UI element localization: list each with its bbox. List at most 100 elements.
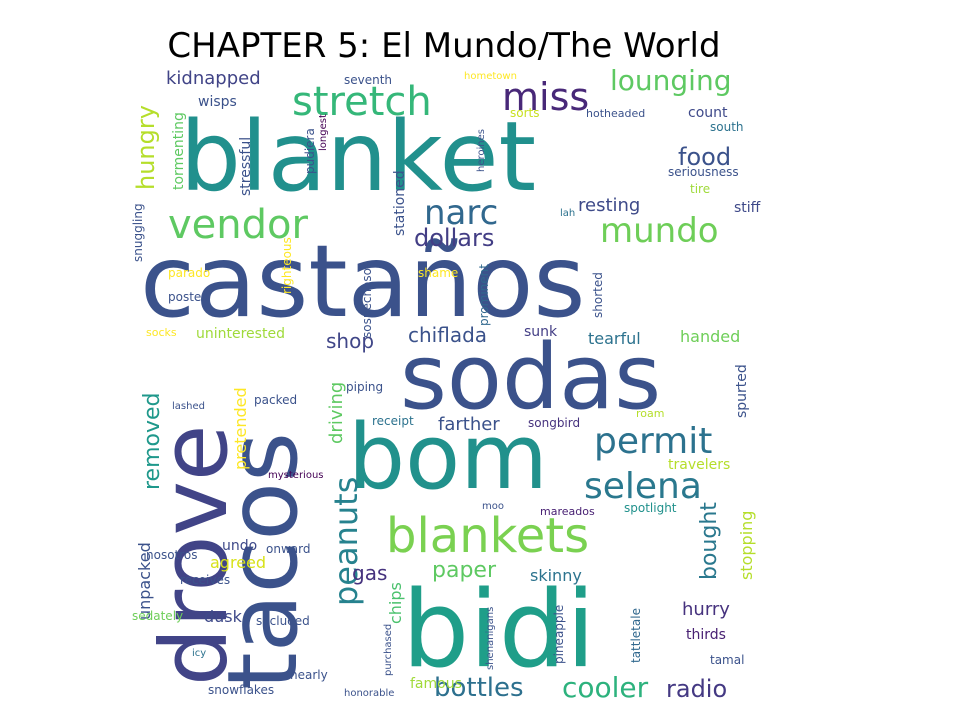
word-pudiera: pudiera [303,128,317,174]
word-songbird: songbird [528,416,580,430]
word-blanket: blanket [180,101,536,213]
word-dusk: dusk [204,607,243,626]
word-resting: resting [578,195,640,216]
word-tearful: tearful [588,329,641,348]
word-chiflada: chiflada [408,323,487,347]
word-honorable: honorable [344,688,394,699]
word-spurted: spurted [734,364,750,418]
word-snowflakes: snowflakes [208,683,274,697]
word-peanuts: peanuts [327,477,365,606]
word-thirds: thirds [686,627,726,643]
word-south: south [710,120,744,134]
word-seventh: seventh [344,73,392,87]
word-bidi: bidi [402,568,595,691]
word-bottles: bottles [434,673,524,703]
word-lah: lah [560,208,575,219]
word-stiff: stiff [734,200,761,216]
word-sunk: sunk [524,324,558,340]
word-narc: narc [424,193,498,233]
word-stressful: stressful [238,137,254,196]
word-stretch: stretch [292,79,432,125]
word-icy: icy [192,648,206,659]
word-hungry: hungry [132,105,160,190]
word-driving: driving [326,382,347,444]
word-socks: socks [146,326,177,339]
word-snuggling: snuggling [131,203,145,262]
word-receipt: receipt [372,414,414,428]
word-righteous: righteous [280,237,294,294]
word-nosotros: nosotros [146,548,198,562]
word-shenanigans: shenanigans [485,607,496,670]
word-permit: permit [594,421,712,462]
word-lounging: lounging [610,64,731,97]
word-seriousness: seriousness [668,165,739,179]
word-gas: gas [352,561,387,585]
word-vendor: vendor [168,202,308,248]
word-count: count [688,105,728,121]
word-kidnapped: kidnapped [166,68,261,89]
word-parado: parado [168,266,210,280]
word-stationed: stationed [392,170,408,236]
word-removed: removed [140,392,165,490]
word-agreed: agreed [210,553,266,572]
word-skinny: skinny [530,566,582,585]
word-nearly: nearly [290,668,328,682]
word-packed: packed [254,393,297,407]
word-pineapple: pineapple [552,605,566,664]
word-piping: piping [346,380,383,394]
word-bought: bought [697,502,722,580]
word-chips: chips [386,582,405,624]
word-unpacked: unpacked [135,542,154,620]
word-shame: shame [418,266,458,280]
chart-title: CHAPTER 5: El Mundo/The World [167,26,721,66]
word-dollars: dollars [414,224,494,252]
word-stopping: stopping [737,511,756,580]
word-bom: bom [348,405,548,510]
word-onward: onward [266,542,310,556]
word-paper: paper [432,558,497,583]
word-sodas: sodas [400,325,661,430]
word-pretended: pretended [231,387,250,470]
word-tamal: tamal [710,653,744,667]
word-purchased: purchased [383,624,394,676]
word-uninterested: uninterested [196,326,285,342]
word-famous: famous [410,676,462,692]
word-farther: farther [438,414,500,435]
word-posted: posted [168,290,209,304]
word-longest: longest [318,114,329,151]
word-prominent: prominent [477,264,491,326]
word-shorted: shorted [591,272,605,318]
word-tacos: tacos [207,432,319,690]
word-food: food [678,143,731,171]
word-castaños: castaños [140,223,586,340]
word-hometown: hometown [464,71,517,82]
word-heroines: heroines [476,129,487,172]
word-roam: roam [636,407,664,420]
word-tormenting: tormenting [171,112,187,190]
word-mysterious: mysterious [268,470,324,481]
word-miss: miss [502,75,589,119]
word-hurry: hurry [682,599,730,620]
word-wisps: wisps [198,94,237,110]
word-drove: drove [141,424,248,686]
word-hotheaded: hotheaded [586,107,645,120]
word-secluded: secluded [256,614,310,628]
word-sospechosos: sospechosos [360,262,374,338]
word-mundo: mundo [600,211,719,251]
word-tire: tire [690,182,710,196]
word-receives: receives [180,573,230,587]
word-selena: selena [584,466,702,507]
word-mareados: mareados [540,505,595,518]
word-shop: shop [326,329,374,353]
word-cooler: cooler [562,671,649,704]
word-tattletale: tattletale [629,608,643,663]
word-lashed: lashed [172,401,205,412]
word-sedately: sedately [132,609,183,623]
word-sorts: sorts [510,106,539,120]
word-travelers: travelers [668,457,730,473]
word-undo: undo [222,538,257,554]
word-spotlight: spotlight [624,501,677,515]
word-blankets: blankets [386,508,589,564]
word-handed: handed [680,327,740,346]
